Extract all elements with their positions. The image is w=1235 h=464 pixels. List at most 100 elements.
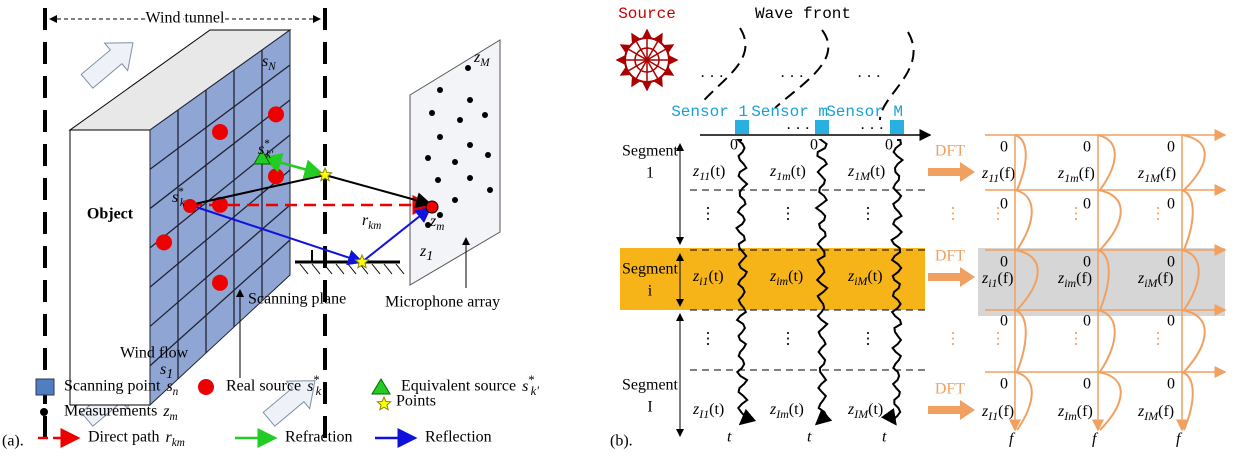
dft-label: DFT — [935, 143, 965, 160]
math-arg: (f) — [1158, 403, 1174, 420]
math-sup: * — [313, 373, 319, 387]
math-arg: (f) — [1076, 270, 1092, 287]
origin-label: 0 — [1000, 376, 1008, 393]
spectrum-curve — [1181, 371, 1194, 431]
origin-label: 0 — [885, 137, 893, 154]
v-dots: ⋮ — [780, 331, 796, 348]
math-base: z — [692, 163, 700, 180]
line — [646, 59, 663, 88]
measurement-m — [425, 200, 439, 214]
symbol: rkm — [362, 212, 381, 232]
origin-label: 0 — [1000, 313, 1008, 330]
math-arg: (f) — [1079, 165, 1095, 182]
origin-label: 0 — [1083, 139, 1091, 156]
spectrum-curve — [1014, 371, 1033, 431]
time-signal — [880, 139, 905, 426]
line — [646, 59, 675, 76]
math-base: z — [1137, 270, 1145, 287]
spectrum-curve — [1181, 249, 1200, 311]
math-arg: (t) — [788, 268, 803, 285]
legend-text: Real source — [226, 378, 301, 395]
line — [323, 263, 333, 275]
star — [376, 395, 392, 411]
line — [149, 99, 291, 210]
math-arg: (f) — [1157, 270, 1173, 287]
math-sub: i1 — [699, 274, 708, 288]
wind-tunnel-label: Wind tunnel — [146, 10, 225, 27]
math-base: s — [522, 378, 528, 395]
math-sub: k' — [531, 384, 540, 398]
math-arg: (t) — [867, 268, 882, 285]
math-base: z — [1057, 165, 1065, 182]
spectrum-label: zIm(f) — [1057, 403, 1093, 423]
microphone — [425, 155, 431, 161]
math-base: z — [1057, 403, 1065, 420]
origin-label: 0 — [730, 137, 738, 154]
math-base: s — [307, 378, 313, 395]
math-sub: Im — [1063, 409, 1077, 423]
microphone — [457, 117, 463, 123]
v-dots: ⋮ — [780, 206, 796, 223]
spectrum-curve — [1097, 189, 1122, 251]
microphone-array-label: Microphone array — [385, 294, 500, 311]
spectrum-label: ziM(f) — [1137, 270, 1173, 290]
line — [299, 263, 309, 275]
freq-axis-label: f — [1009, 431, 1016, 448]
math-base: s — [172, 189, 178, 206]
microphone — [437, 134, 443, 140]
math-sub: IM — [1143, 409, 1159, 423]
time-signal-label: zIm(t) — [769, 401, 804, 421]
origin-label: 0 — [1083, 196, 1091, 213]
math-sub: i1 — [988, 276, 997, 290]
arrow-shape — [262, 380, 316, 427]
source-k — [183, 199, 197, 213]
time-signal-label: z1m(t) — [769, 163, 806, 183]
segment-index: 1 — [646, 165, 654, 182]
legend-icon — [35, 378, 55, 396]
segment-name: Segment — [622, 261, 679, 278]
wind-flow-arrow — [80, 42, 134, 89]
spectrum-curve — [1181, 189, 1194, 251]
legend-icon — [371, 378, 391, 395]
math-sub: N — [267, 61, 276, 73]
v-dots: ⋮ — [1068, 331, 1084, 348]
line — [646, 32, 663, 61]
math-sub: 1M — [1144, 171, 1161, 185]
microphone — [452, 159, 458, 165]
spectrum-curve — [1097, 309, 1116, 373]
origin-label: 0 — [1000, 139, 1008, 156]
object-label: Object — [87, 206, 134, 223]
time-signal-label: ziM(t) — [847, 268, 883, 288]
microphone — [452, 197, 458, 203]
dft-arrow — [928, 162, 975, 182]
v-dots: ⋮ — [1150, 206, 1166, 223]
math-base: z — [981, 403, 989, 420]
star — [354, 253, 370, 269]
spectrum-label: zIM(f) — [1137, 403, 1174, 423]
time-axis-label: t — [727, 429, 732, 446]
math-sub: Im — [775, 407, 789, 421]
origin-label: 0 — [1167, 313, 1175, 330]
time-signal-label: z11(t) — [692, 163, 725, 183]
origin-label: 0 — [1083, 254, 1091, 271]
origin-label: 0 — [1167, 376, 1175, 393]
arrow-shape — [80, 42, 134, 89]
microphone — [429, 110, 435, 116]
math-base: z — [981, 165, 989, 182]
spectrum-label: z1m(f) — [1057, 165, 1095, 185]
dft-arrow — [928, 400, 975, 420]
spectrum-curve — [1014, 309, 1027, 373]
math-base: r — [362, 212, 369, 229]
math-sub: k — [180, 197, 186, 209]
legend-text: Equivalent source — [401, 378, 516, 395]
time-signal-label: zim(t) — [769, 268, 803, 288]
time-axis-label: t — [882, 429, 887, 446]
math-sub: 11 — [988, 171, 999, 185]
spectrum-label: zi1(f) — [981, 270, 1013, 290]
microphone — [465, 65, 471, 71]
math-base: z — [473, 49, 481, 66]
math-sub: im — [776, 274, 788, 288]
symbol: zM — [473, 49, 490, 69]
sensor — [815, 120, 829, 134]
segment-band — [620, 248, 925, 310]
